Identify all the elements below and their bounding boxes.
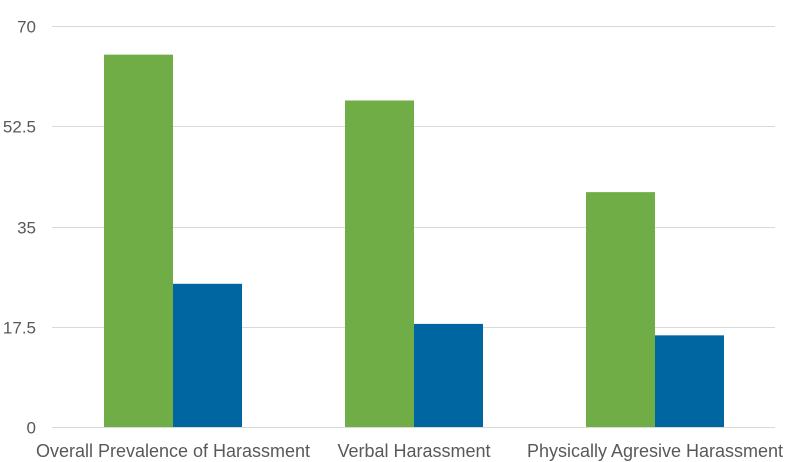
x-category-label: Physically Agresive Harassment <box>527 441 783 461</box>
bars <box>104 54 724 428</box>
y-tick-label: 35 <box>17 219 36 238</box>
bar-series-2-1 <box>414 323 483 427</box>
x-axis-category-labels: Overall Prevalence of Harassment Verbal H… <box>36 441 783 461</box>
bar-series-2-0 <box>173 283 242 427</box>
x-category-label: Verbal Harassment <box>337 441 490 461</box>
bar-series-1-0 <box>104 54 173 428</box>
y-tick-label: 52.5 <box>3 118 36 137</box>
bar-series-1-1 <box>345 100 414 427</box>
y-tick-label: 17.5 <box>3 319 36 338</box>
x-category-label: Overall Prevalence of Harassment <box>36 441 310 461</box>
y-tick-label: 70 <box>17 18 36 37</box>
bar-series-1-2 <box>586 192 655 427</box>
y-axis-tick-labels: 0 17.5 35 52.5 70 <box>3 18 36 438</box>
y-tick-label: 0 <box>27 419 36 438</box>
bar-series-2-2 <box>655 335 724 427</box>
